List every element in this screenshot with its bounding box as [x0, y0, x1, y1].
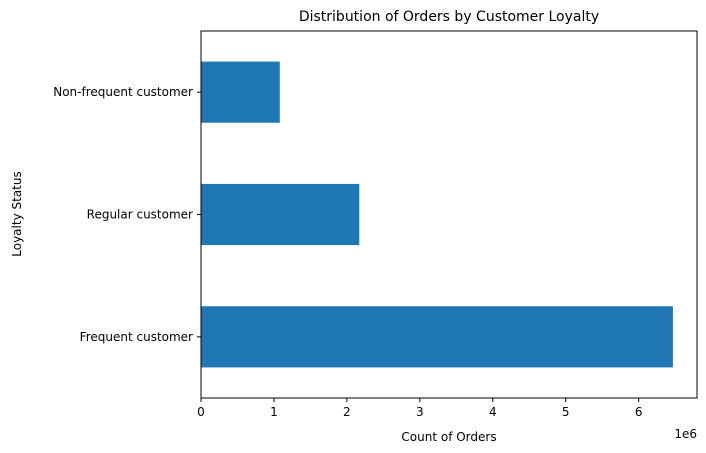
x-axis-offset-label: 1e6: [674, 427, 697, 441]
x-tick-label: 2: [343, 405, 351, 419]
y-axis-label: Loyalty Status: [10, 171, 24, 256]
x-axis-label: Count of Orders: [401, 430, 496, 444]
x-axis-ticks: 0 1 2 3 4 5 6: [197, 398, 642, 419]
bar-regular-customer: [201, 183, 360, 246]
bar-non-frequent-customer: [201, 61, 280, 123]
y-tick-label: Non-frequent customer: [53, 85, 193, 99]
x-tick-label: 0: [197, 405, 205, 419]
bars-group: [201, 61, 673, 368]
x-tick-label: 5: [562, 405, 570, 419]
bar-frequent-customer: [201, 306, 673, 368]
y-tick-label: Frequent customer: [80, 330, 193, 344]
x-tick-label: 3: [416, 405, 424, 419]
y-axis-ticks: Frequent customer Regular customer Non-fre…: [53, 85, 201, 344]
x-tick-label: 4: [489, 405, 497, 419]
chart-title: Distribution of Orders by Customer Loyal…: [299, 9, 599, 25]
y-tick-label: Regular customer: [87, 208, 193, 222]
x-tick-label: 1: [270, 405, 278, 419]
x-tick-label: 6: [635, 405, 643, 419]
